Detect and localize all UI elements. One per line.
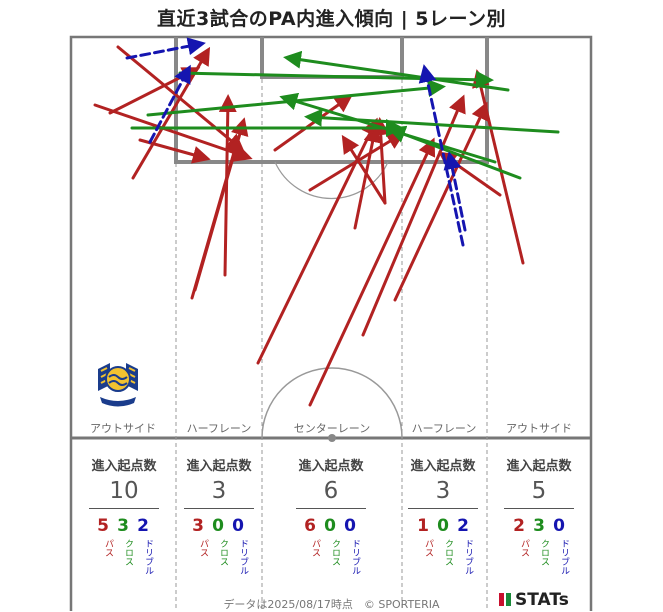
cross-count: 0 [324, 516, 336, 536]
cross-label: クロス [539, 539, 549, 566]
pass-arrow [371, 117, 390, 205]
lane-name-outside-right: アウトサイド [506, 422, 572, 435]
lane-name-center: センターレーン [294, 422, 370, 435]
stat-divider [184, 508, 254, 509]
cross-label: クロス [218, 539, 228, 566]
pass-arrow [308, 137, 436, 407]
dribble-label: ドリブル [238, 539, 248, 575]
pass-arrow [308, 131, 406, 192]
lane-stat-total: 5 [531, 478, 547, 504]
cross-count: 3 [117, 516, 129, 536]
dribble-label: ドリブル [350, 539, 360, 575]
penalty-area [174, 37, 489, 164]
cross-arrow [279, 92, 497, 164]
lane-stat-total: 3 [435, 478, 451, 504]
pass-count: 6 [304, 516, 316, 536]
pass-count: 3 [192, 516, 204, 536]
dribble-arrow [443, 151, 467, 232]
lane-stat-total: 10 [109, 478, 139, 504]
dribble-count: 0 [553, 516, 565, 536]
stat-divider [296, 508, 366, 509]
cross-count: 3 [533, 516, 545, 536]
lane-stat-header: 進入起点数 [91, 459, 157, 474]
pass-label: パス [310, 539, 320, 557]
dribble-arrow [125, 37, 206, 60]
brand-logo: STATs [499, 590, 569, 610]
cross-count: 0 [437, 516, 449, 536]
lane-name-half-left: ハーフレーン [187, 422, 252, 435]
entry-arrows [93, 37, 560, 407]
pitch-lines [69, 35, 593, 611]
pass-count: 1 [417, 516, 429, 536]
lane-stat-header: 進入起点数 [186, 459, 252, 474]
pass-arrow [190, 136, 243, 300]
lane-stat-total: 6 [323, 478, 339, 504]
cross-label: クロス [330, 539, 340, 566]
chart-title: 直近3試合のPA内進入傾向 | 5レーン別 [156, 8, 507, 30]
dribble-arrow [418, 64, 465, 247]
dribble-count: 2 [457, 516, 469, 536]
lane-names: アウトサイド ハーフレーン センターレーン ハーフレーン アウトサイド [90, 422, 572, 435]
pass-label: パス [198, 539, 208, 557]
stat-divider [504, 508, 574, 509]
club-crest-icon [98, 363, 138, 407]
pass-label: パス [103, 539, 113, 557]
lane-stat-header: 進入起点数 [298, 459, 364, 474]
pass-arrow [361, 94, 466, 337]
dribble-count: 2 [137, 516, 149, 536]
cross-count: 0 [212, 516, 224, 536]
pass-arrow [353, 124, 382, 230]
lane-name-half-right: ハーフレーン [412, 422, 477, 435]
pass-count: 5 [97, 516, 109, 536]
pass-count: 2 [513, 516, 525, 536]
dribble-arrow [148, 64, 191, 144]
pass-arrow [393, 101, 489, 302]
cross-label: クロス [443, 539, 453, 566]
dribble-label: ドリブル [559, 539, 569, 575]
lane-name-outside-left: アウトサイド [90, 422, 156, 435]
data-date-footer: データは2025/08/17時点 © SPORTERIA [223, 598, 440, 611]
dribble-count: 0 [232, 516, 244, 536]
pass-arrow [116, 45, 245, 152]
stat-divider [408, 508, 478, 509]
lane-stat-total: 3 [211, 478, 227, 504]
center-circle [261, 367, 403, 439]
pass-label: パス [519, 539, 529, 557]
dribble-count: 0 [344, 516, 356, 536]
dribble-label: ドリブル [143, 539, 153, 575]
lane-stat-header: 進入起点数 [410, 459, 476, 474]
pass-arrow [93, 103, 253, 162]
brand-name: STATs [515, 590, 569, 610]
lane-stat-header: 進入起点数 [506, 459, 572, 474]
stat-divider [89, 508, 159, 509]
center-spot [328, 434, 336, 442]
penalty-arc [274, 161, 389, 200]
pass-label: パス [423, 539, 433, 557]
dribble-label: ドリブル [463, 539, 473, 575]
cross-arrow [283, 50, 510, 92]
cross-arrow [178, 70, 494, 89]
cross-label: クロス [123, 539, 133, 566]
pass-arrow [341, 134, 387, 205]
pass-arrow [472, 69, 525, 265]
cross-arrow [304, 108, 560, 134]
